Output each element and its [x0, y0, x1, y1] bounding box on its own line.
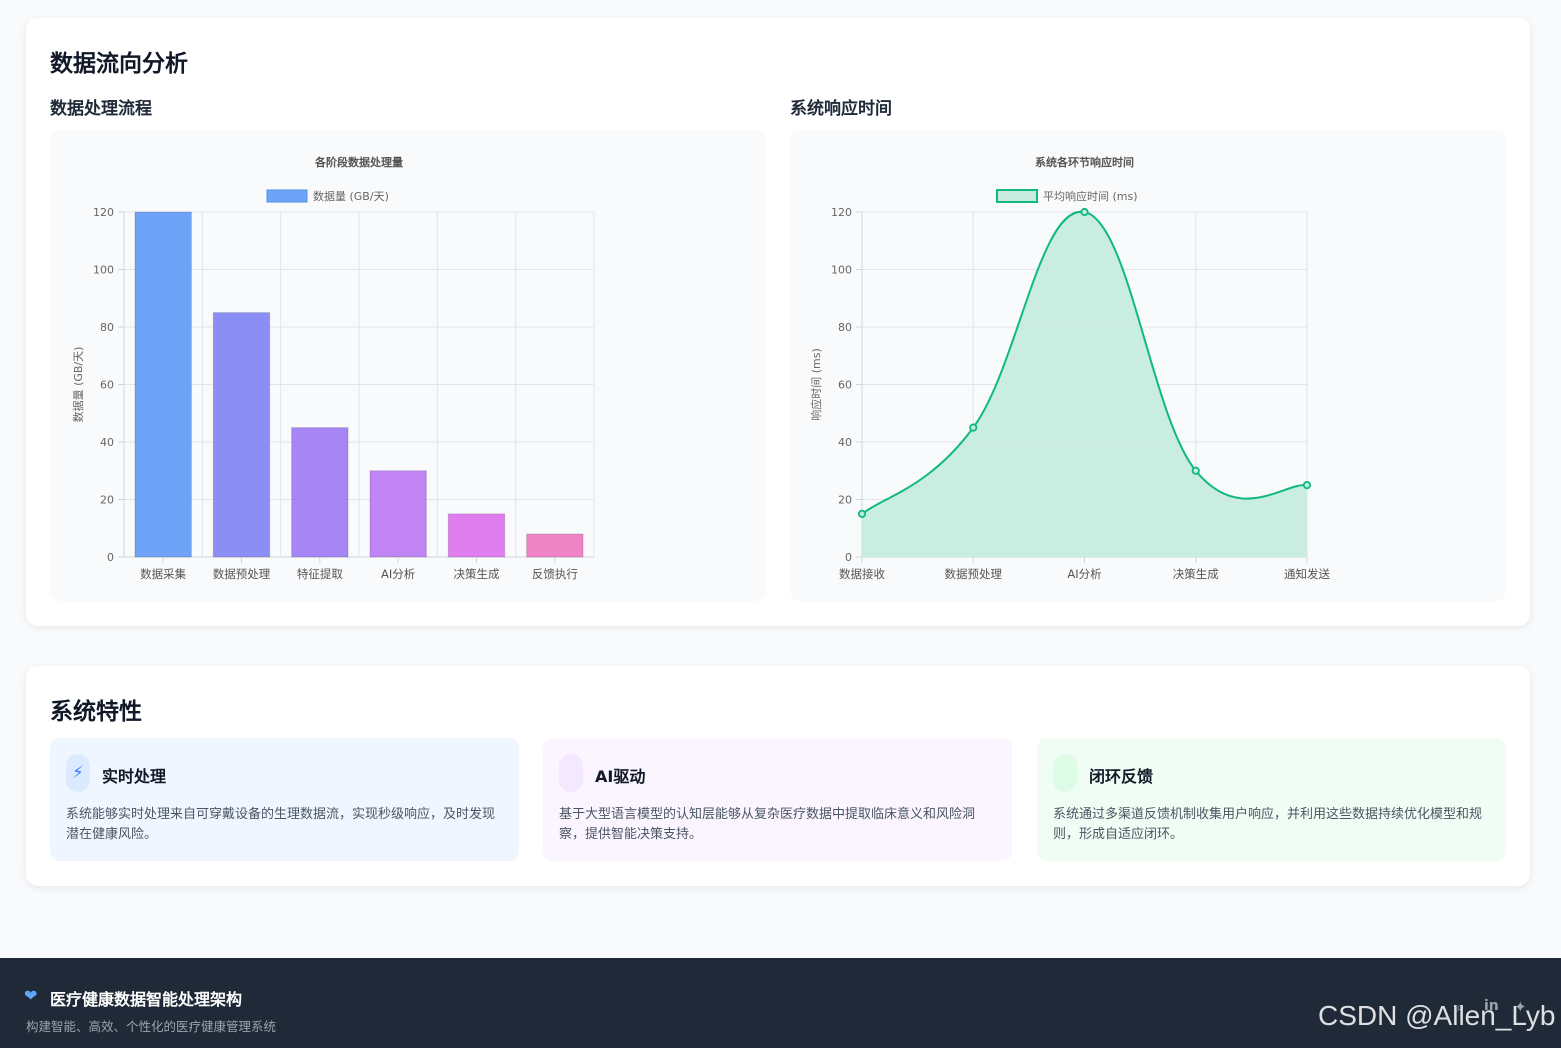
data-point [1302, 481, 1312, 490]
legend-label: 数据量 (GB/天) [313, 189, 389, 203]
bar [291, 427, 349, 558]
data-point [1080, 207, 1089, 217]
bar [526, 533, 584, 558]
chart-title: 各阶段数据处理量 [314, 155, 403, 169]
y-axis-label: 响应时间 (ms) [809, 348, 823, 421]
y-tick-label: 60 [100, 379, 114, 392]
y-tick-label: 20 [100, 494, 114, 507]
area-fill [862, 211, 1307, 557]
y-tick-label: 20 [838, 494, 852, 507]
y-tick-label: 40 [838, 436, 852, 449]
section-title: 数据流向分析 [50, 51, 188, 77]
left-chart-heading: 数据处理流程 [50, 99, 152, 119]
x-tick-label: AI分析 [1067, 567, 1101, 581]
linkedin-icon[interactable]: in [1484, 998, 1499, 1014]
feature-title: 闭环反馈 [1089, 767, 1154, 786]
feature-description: 基于大型语言模型的认知层能够从复杂医疗数据中提取临床意义和风险洞察，提供智能决策… [559, 807, 976, 842]
feature-card: 闭环反馈系统通过多渠道反馈机制收集用户响应，并利用这些数据持续优化模型和规则，形… [1037, 738, 1506, 861]
feature-description: 系统通过多渠道反馈机制收集用户响应，并利用这些数据持续优化模型和规则，形成自适应… [1053, 807, 1483, 842]
y-tick-label: 0 [845, 551, 852, 564]
x-tick-label: 通知发送 [1284, 567, 1330, 581]
y-tick-label: 60 [838, 379, 852, 392]
bar [369, 470, 427, 558]
right-chart-heading: 系统响应时间 [790, 99, 892, 119]
footer-subtitle: 构建智能、高效、个性化的医疗健康管理系统 [26, 1019, 277, 1034]
data-point [969, 423, 978, 432]
bar [447, 513, 506, 558]
x-tick-label: 特征提取 [297, 567, 343, 581]
twitter-icon[interactable]: ✦ [1514, 998, 1527, 1016]
y-tick-label: 80 [838, 321, 852, 334]
y-tick-label: 120 [93, 206, 114, 219]
github-icon[interactable]: ⌕ [1456, 998, 1465, 1016]
brain-icon [559, 754, 583, 792]
bar-chart-panel: 各阶段数据处理量 数据量 (GB/天) 0 20 40 60 80 100 120 数据量 (GB… [50, 130, 766, 601]
y-tick-label: 80 [100, 321, 114, 334]
y-tick-label: 100 [93, 264, 114, 277]
feature-card: ⚡ 实时处理系统能够实时处理来自可穿戴设备的生理数据流，实现秒级响应，及时发现潜在… [50, 738, 519, 861]
watermark: CSDN @Allen_Lyb [1318, 1000, 1556, 1031]
features-title: 系统特性 [50, 699, 142, 725]
loop-icon [1053, 754, 1077, 792]
legend-label: 平均响应时间 (ms) [1043, 189, 1138, 203]
x-tick-label: 反馈执行 [532, 567, 578, 581]
data-point [857, 509, 867, 518]
feature-title: 实时处理 [102, 767, 167, 786]
y-axis-label: 数据量 (GB/天) [71, 347, 85, 423]
bar [134, 211, 192, 558]
x-tick-label: 数据采集 [140, 567, 186, 581]
footer-title: 医疗健康数据智能处理架构 [50, 990, 243, 1009]
bolt-icon: ⚡ [66, 754, 90, 792]
y-tick-label: 100 [831, 264, 852, 277]
data-flow-card: 数据流向分析 数据处理流程 系统响应时间 各阶段数据处理量 数据量 (GB/天) 0… [26, 18, 1530, 626]
x-tick-label: 决策生成 [454, 567, 500, 581]
footer: ❤ 医疗健康数据智能处理架构 构建智能、高效、个性化的医疗健康管理系统 ⌕ in… [0, 958, 1561, 1048]
legend-swatch [996, 189, 1038, 203]
x-tick-label: 决策生成 [1173, 567, 1219, 581]
bar [212, 312, 271, 558]
line-chart-panel: 系统各环节响应时间平均响应时间 (ms) 0 20 40 60 80 100 120 响应时间 … [790, 130, 1506, 601]
feature-title: AI驱动 [595, 767, 646, 786]
x-tick-label: 数据预处理 [945, 567, 1003, 581]
y-tick-label: 120 [831, 206, 852, 219]
x-tick-label: AI分析 [381, 567, 415, 581]
x-tick-label: 数据接收 [839, 567, 885, 581]
y-tick-label: 0 [107, 551, 114, 564]
legend-swatch [266, 189, 308, 203]
feature-description: 系统能够实时处理来自可穿戴设备的生理数据流，实现秒级响应，及时发现潜在健康风险。 [66, 807, 496, 842]
feature-card: AI驱动基于大型语言模型的认知层能够从复杂医疗数据中提取临床意义和风险洞察，提供… [543, 738, 1012, 861]
data-point [1191, 466, 1200, 475]
x-tick-label: 数据预处理 [213, 567, 271, 581]
heart-icon: ❤ [24, 986, 38, 1005]
y-tick-label: 40 [100, 436, 114, 449]
chart-title: 系统各环节响应时间 [1035, 155, 1134, 169]
features-card: 系统特性 ⚡ 实时处理系统能够实时处理来自可穿戴设备的生理数据流，实现秒级响应，及… [26, 666, 1530, 886]
